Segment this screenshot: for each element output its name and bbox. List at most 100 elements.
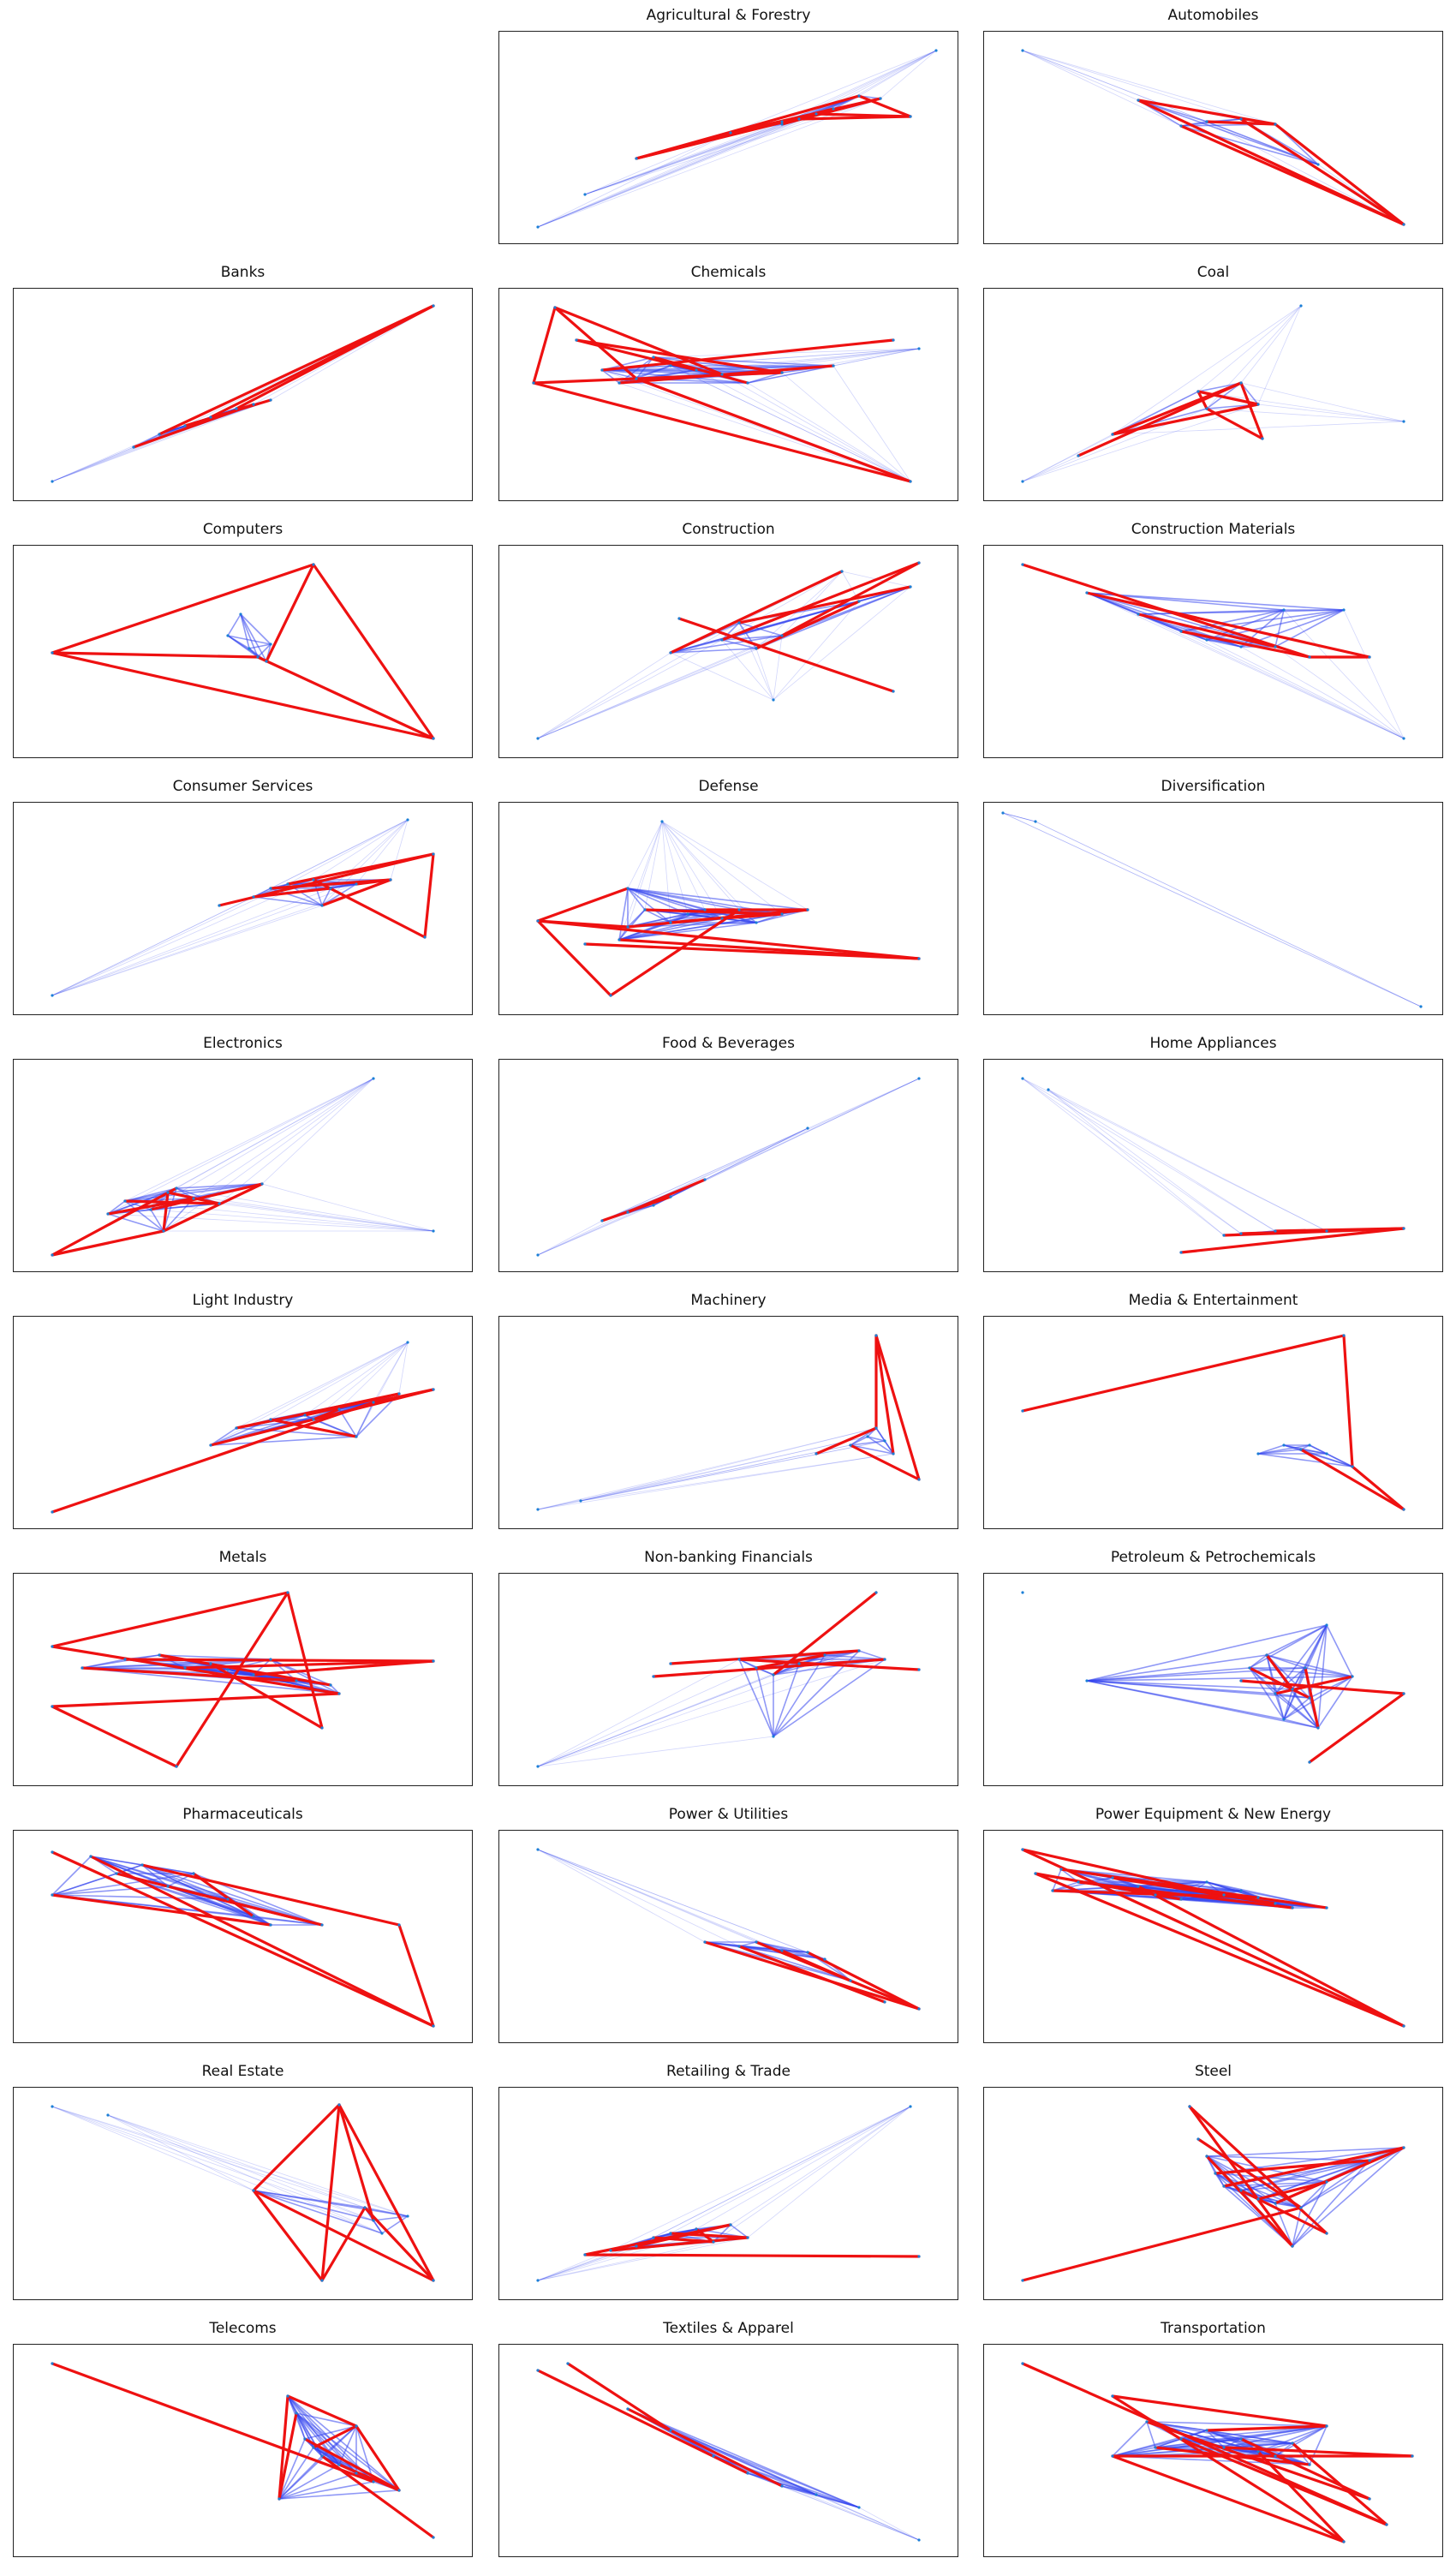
node	[260, 1182, 264, 1186]
highlighted-edge	[51, 651, 260, 659]
edge	[287, 2395, 400, 2491]
edge	[1022, 1078, 1328, 1232]
edge	[278, 2464, 340, 2500]
node	[536, 2369, 540, 2372]
edge	[1274, 609, 1285, 648]
node	[166, 1191, 170, 1194]
node	[1274, 2202, 1277, 2205]
network-plot-frame	[983, 1830, 1443, 2043]
node	[669, 921, 672, 924]
edge	[1112, 2430, 1208, 2457]
node	[1051, 1889, 1054, 1892]
node	[780, 1949, 784, 1952]
panel-title: Media & Entertainment	[1128, 1292, 1298, 1309]
edge	[537, 1211, 629, 1256]
node	[626, 925, 630, 929]
node	[660, 820, 664, 823]
edge	[107, 2114, 409, 2217]
highlighted-edge	[256, 655, 435, 740]
edge	[253, 896, 323, 906]
edge	[1274, 1667, 1306, 1694]
edge	[1052, 1868, 1062, 1892]
edge	[537, 2237, 749, 2281]
node	[397, 1923, 401, 1927]
highlighted-edge	[1256, 2450, 1346, 2543]
node	[1154, 2446, 1157, 2449]
edge	[1002, 812, 1422, 1007]
background-edges	[51, 2106, 409, 2234]
edge	[51, 446, 134, 482]
network-panel: Real Estate	[13, 2056, 473, 2304]
edge	[721, 622, 740, 641]
node	[652, 1675, 655, 1678]
edge	[51, 2106, 366, 2208]
edge	[176, 1187, 434, 1232]
highlighted-edge	[609, 2236, 749, 2252]
edge	[1197, 305, 1302, 392]
highlighted-edge	[874, 1334, 921, 1481]
network-plot-frame	[983, 1573, 1443, 1786]
edge	[1052, 1881, 1208, 1892]
network-panel: Pharmaceuticals	[13, 1799, 473, 2047]
edge	[661, 821, 809, 911]
node	[1368, 655, 1371, 659]
panel-title: Electronics	[203, 1035, 283, 1052]
network-plot-frame	[13, 288, 473, 501]
node	[695, 2227, 698, 2231]
nodes	[51, 1850, 435, 2028]
node	[355, 882, 358, 886]
edge	[1022, 50, 1182, 127]
nodes	[536, 1077, 921, 1257]
highlighted-edge	[1239, 2189, 1328, 2235]
highlighted-edge	[1196, 390, 1260, 406]
network-panel: Media & Entertainment	[983, 1285, 1443, 1533]
node	[226, 1898, 230, 1901]
node	[934, 49, 938, 52]
network-panel: Diversification	[983, 771, 1443, 1019]
network-graph	[51, 1341, 435, 1514]
edge	[704, 1078, 920, 1180]
node	[575, 338, 578, 342]
node	[566, 2362, 570, 2365]
edge	[798, 1650, 860, 1665]
edge	[601, 1127, 809, 1222]
node	[432, 852, 435, 856]
edge	[1274, 646, 1405, 739]
highlighted-edge	[320, 2206, 367, 2282]
network-plot-frame	[498, 288, 958, 501]
node	[355, 2471, 358, 2475]
node	[337, 1408, 341, 1411]
node	[1351, 1675, 1354, 1678]
edge	[747, 365, 834, 384]
network-panel: Consumer Services	[13, 771, 473, 1019]
network-panel: Retailing & Trade	[498, 2056, 958, 2304]
edge	[537, 132, 731, 228]
edge	[721, 374, 911, 482]
node	[1021, 2279, 1024, 2282]
node	[1299, 2206, 1303, 2209]
edge	[1304, 1624, 1328, 1669]
nodes	[1021, 2105, 1405, 2282]
edge	[1326, 1624, 1353, 1677]
edge	[627, 2408, 920, 2541]
node	[772, 1673, 775, 1676]
node	[1402, 1508, 1405, 1511]
edge	[150, 1209, 164, 1232]
node	[1325, 1906, 1328, 1910]
edge	[584, 123, 783, 195]
edge	[695, 2106, 911, 2230]
edge	[618, 888, 629, 941]
edge	[1283, 1718, 1319, 1729]
network-panel: Machinery	[498, 1285, 958, 1533]
edge	[1300, 2147, 1405, 2208]
highlighted-edge	[423, 852, 435, 939]
edge	[51, 879, 391, 996]
edge	[1292, 2147, 1405, 2247]
node	[1316, 1726, 1320, 1730]
edge	[51, 433, 160, 482]
node	[1325, 1229, 1328, 1233]
node	[252, 895, 255, 899]
highlighted-edge	[51, 563, 315, 654]
node	[1325, 2180, 1328, 2184]
